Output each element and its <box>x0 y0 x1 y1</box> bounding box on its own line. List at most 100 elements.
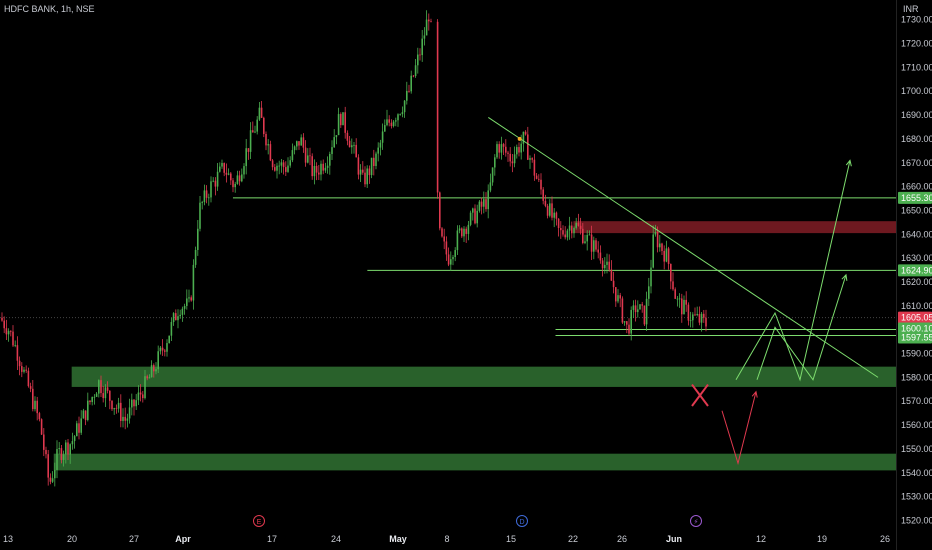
candle-body <box>700 313 703 323</box>
candle-body <box>353 144 355 146</box>
y-tick-label: 1520.00 <box>901 515 932 525</box>
candle-body <box>513 154 516 164</box>
candle-body <box>698 314 701 323</box>
candle-body <box>49 477 52 482</box>
candle-body <box>188 297 190 299</box>
candle-body <box>502 144 505 147</box>
y-tick-label: 1580.00 <box>901 372 932 382</box>
candle-body <box>3 320 5 329</box>
candle-body <box>47 454 49 478</box>
candle-body <box>98 380 100 394</box>
candle-body <box>133 399 135 407</box>
bullish-projection-path <box>735 160 851 382</box>
candle-body <box>175 313 177 321</box>
candle-body <box>637 309 639 313</box>
candle-body <box>43 434 45 450</box>
y-tick-label: 1650.00 <box>901 205 932 215</box>
candle-body <box>80 418 82 433</box>
candle-body <box>210 181 212 198</box>
candle-body <box>34 400 36 410</box>
candle-body <box>425 19 428 36</box>
candle-body <box>388 119 390 123</box>
candle-body <box>54 469 56 479</box>
candle-body <box>641 304 643 306</box>
candle-body <box>546 205 549 216</box>
split-icon-ring <box>690 515 702 527</box>
candle-body <box>373 157 375 167</box>
candle-body <box>564 234 566 238</box>
candle-body <box>577 222 580 226</box>
candle-body <box>601 260 604 269</box>
candle-body <box>168 335 170 344</box>
y-tick-label: 1560.00 <box>901 420 932 430</box>
candle-body <box>663 250 665 262</box>
time-axis: 13 20 27 Apr 17 24 May 8 15 22 26 Jun 12 19 26 <box>3 534 890 544</box>
candle-body <box>670 263 672 282</box>
candle-body <box>67 442 69 455</box>
candle-body <box>443 236 445 242</box>
candle-body <box>359 169 362 175</box>
candle-body <box>307 155 309 163</box>
candle-body <box>604 264 606 269</box>
candle-body <box>621 298 624 323</box>
price-tag <box>898 322 932 335</box>
candle-body <box>73 436 76 442</box>
candle-body <box>599 252 602 261</box>
candle-body <box>364 172 366 185</box>
candle-body <box>694 314 696 316</box>
candle-body <box>230 173 232 181</box>
candle-body <box>309 155 311 157</box>
candle-body <box>122 416 124 421</box>
candle-body <box>399 114 401 115</box>
candle-body <box>225 172 228 175</box>
candle-body <box>148 377 151 379</box>
candle-body <box>397 114 399 121</box>
candle-body <box>689 320 692 322</box>
candle-body <box>271 160 274 168</box>
bearish-projection-path <box>721 391 757 466</box>
candle-body <box>27 370 30 387</box>
candle-body <box>648 286 650 299</box>
candle-body <box>683 299 685 315</box>
candle-body <box>280 162 283 166</box>
y-tick-label: 1540.00 <box>901 468 932 478</box>
candle-body <box>452 256 454 260</box>
candle-body <box>135 400 137 407</box>
y-tick-label: 1690.00 <box>901 110 932 120</box>
candle-body <box>166 343 168 352</box>
candle-body <box>381 131 384 143</box>
candle-body <box>82 410 85 419</box>
x-tick-label: 27 <box>129 534 139 544</box>
candle-body <box>313 165 316 177</box>
candle-body <box>652 234 654 268</box>
candle-body <box>100 380 102 394</box>
candle-body <box>293 146 296 151</box>
candle-body <box>423 35 426 39</box>
candle-body <box>7 330 10 335</box>
y-tick-label: 1630.00 <box>901 253 932 263</box>
candle-body <box>252 130 254 133</box>
candle-body <box>584 241 586 244</box>
price-tag-label: 1605.05 <box>901 313 932 323</box>
arrow-head-icon <box>841 273 848 281</box>
candle-body <box>568 225 571 231</box>
candle-body <box>544 200 547 206</box>
candle-body <box>681 298 683 315</box>
dividend-icon-glyph: D <box>519 519 524 526</box>
price-tag-label: 1600.10 <box>901 323 932 333</box>
candle-body <box>263 117 265 134</box>
y-tick-label: 1550.00 <box>901 444 932 454</box>
candle-body <box>1 317 3 321</box>
candle-body <box>340 114 342 126</box>
candle-body <box>65 442 67 455</box>
candle-body <box>518 147 520 153</box>
candle-body <box>300 137 302 146</box>
horizontal-lines-layer <box>0 197 896 337</box>
candle-body <box>91 397 93 403</box>
candle-body <box>276 165 278 171</box>
candle-body <box>95 393 98 397</box>
candle-body <box>540 179 542 190</box>
candle-body <box>410 75 412 92</box>
candle-body <box>302 137 305 148</box>
